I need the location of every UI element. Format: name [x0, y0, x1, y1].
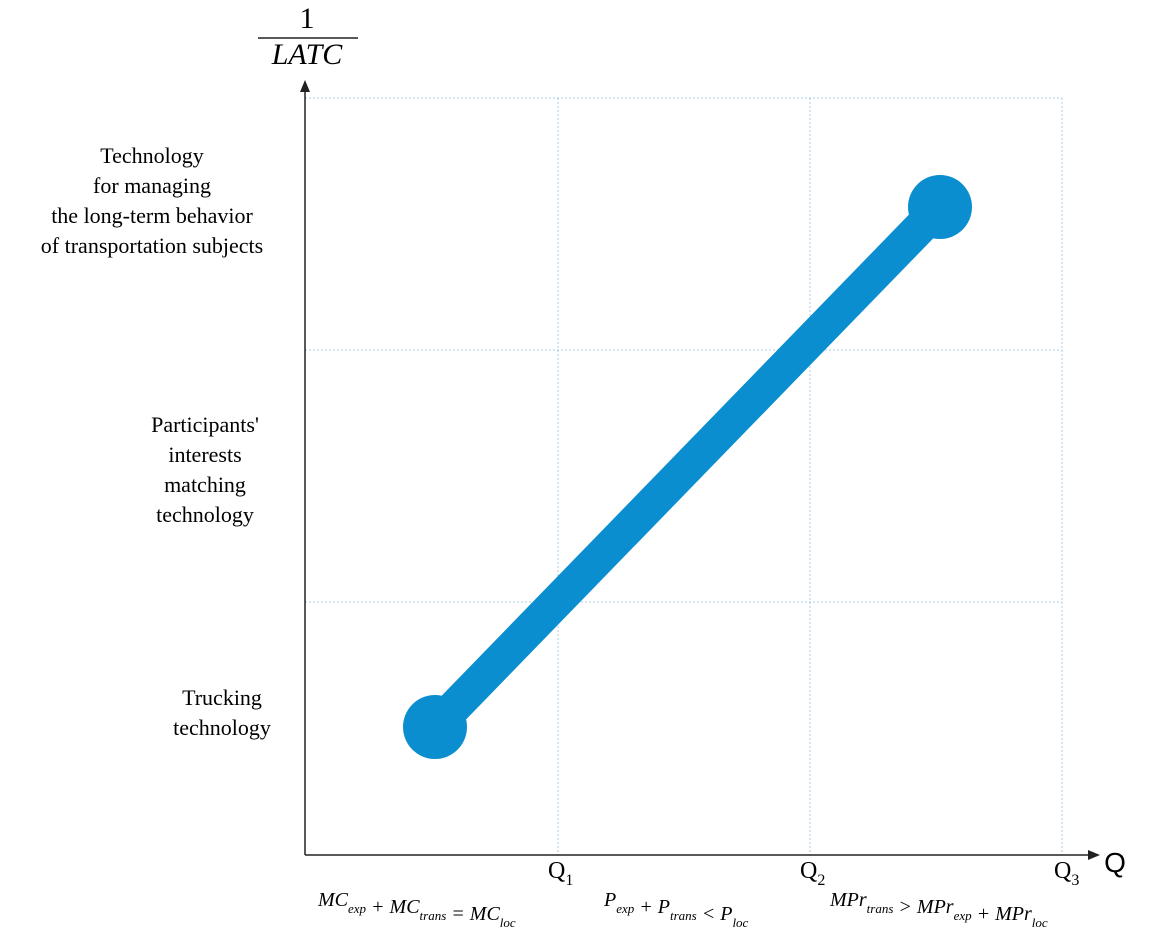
base-text: Q: [1054, 858, 1071, 884]
level-label: matching: [164, 472, 246, 497]
y-axis-denominator: LATC: [271, 38, 344, 71]
level-label: technology: [173, 715, 271, 740]
base-text: > MPr: [893, 896, 953, 918]
subscript: loc: [500, 915, 516, 930]
condition: MPrtrans > MPrexp + MPrloc: [829, 889, 1048, 930]
level-label: the long-term behavior: [51, 203, 253, 228]
subscript: trans: [670, 908, 697, 923]
x-tick-label: Q1: [548, 858, 573, 889]
base-text: MC: [317, 889, 349, 911]
level-label: technology: [156, 502, 254, 527]
x-tick-label: Q2: [800, 858, 825, 889]
base-text: < P: [697, 903, 733, 925]
base-text: MPr: [829, 889, 867, 911]
trend-line: [422, 195, 953, 739]
subscript: trans: [420, 908, 447, 923]
subscript: 3: [1071, 872, 1079, 889]
subscript: loc: [732, 915, 748, 930]
base-text: + MC: [366, 896, 420, 918]
level-label: of transportation subjects: [41, 233, 263, 258]
base-text: Q: [548, 858, 565, 884]
subscript: exp: [616, 901, 635, 916]
subscript: exp: [954, 908, 973, 923]
level-label: for managing: [93, 173, 211, 198]
end-point: [908, 175, 972, 239]
base-text: = MC: [446, 903, 500, 925]
subscript: trans: [867, 901, 894, 916]
x-tick-label: Q3: [1054, 858, 1079, 889]
y-axis-numerator: 1: [300, 2, 315, 35]
x-axis-label: Q: [1104, 847, 1126, 878]
level-label: interests: [168, 442, 241, 467]
level-label: Technology: [100, 143, 204, 168]
subscript: 2: [817, 872, 825, 889]
base-text: + MPr: [972, 903, 1032, 925]
subscript: 1: [565, 872, 573, 889]
labels: Technology for managing the long-term beha…: [41, 143, 1080, 930]
start-point: [403, 695, 467, 759]
base-text: + P: [634, 896, 670, 918]
subscript: loc: [1032, 915, 1048, 930]
condition: MCexp + MCtrans = MCloc: [317, 889, 516, 930]
level-label: Participants': [151, 412, 259, 437]
subscript: exp: [348, 901, 367, 916]
base-text: Q: [800, 858, 817, 884]
condition: Pexp + Ptrans < Ploc: [603, 889, 749, 930]
level-label: Trucking: [182, 685, 262, 710]
base-text: P: [603, 889, 616, 911]
